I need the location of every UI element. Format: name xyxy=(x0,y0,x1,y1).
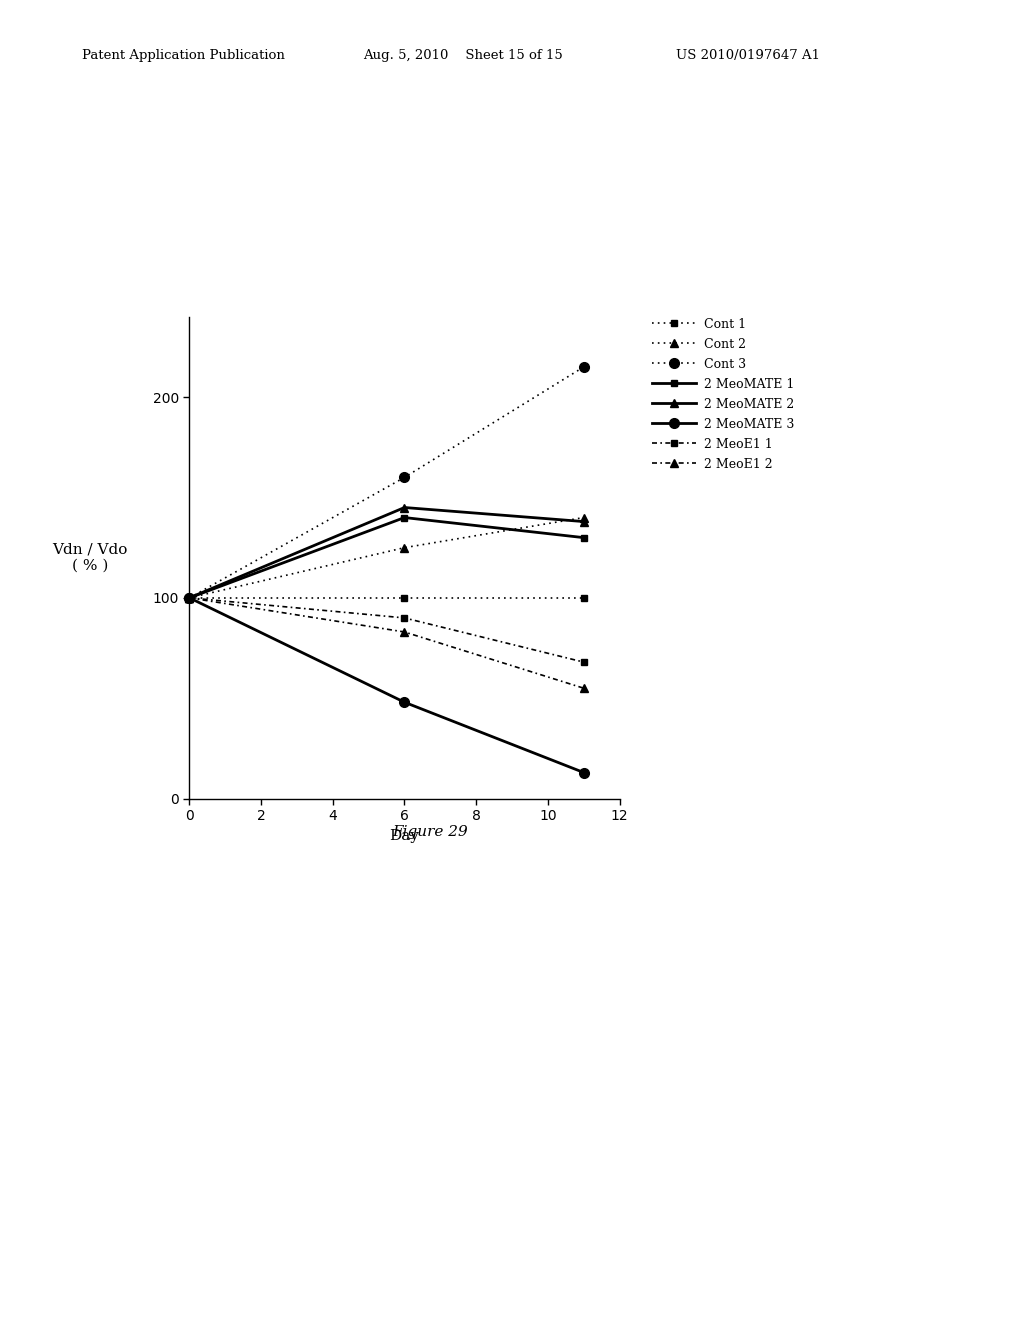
Legend: Cont 1, Cont 2, Cont 3, 2 MeoMATE 1, 2 MeoMATE 2, 2 MeoMATE 3, 2 MeoE1 1, 2 MeoE: Cont 1, Cont 2, Cont 3, 2 MeoMATE 1, 2 M… xyxy=(647,313,799,475)
Text: US 2010/0197647 A1: US 2010/0197647 A1 xyxy=(676,49,820,62)
Y-axis label: Vdn / Vdo
( % ): Vdn / Vdo ( % ) xyxy=(52,543,128,573)
Text: Aug. 5, 2010    Sheet 15 of 15: Aug. 5, 2010 Sheet 15 of 15 xyxy=(364,49,563,62)
Text: Patent Application Publication: Patent Application Publication xyxy=(82,49,285,62)
Text: Figure 29: Figure 29 xyxy=(392,825,468,840)
X-axis label: Day: Day xyxy=(389,829,420,842)
